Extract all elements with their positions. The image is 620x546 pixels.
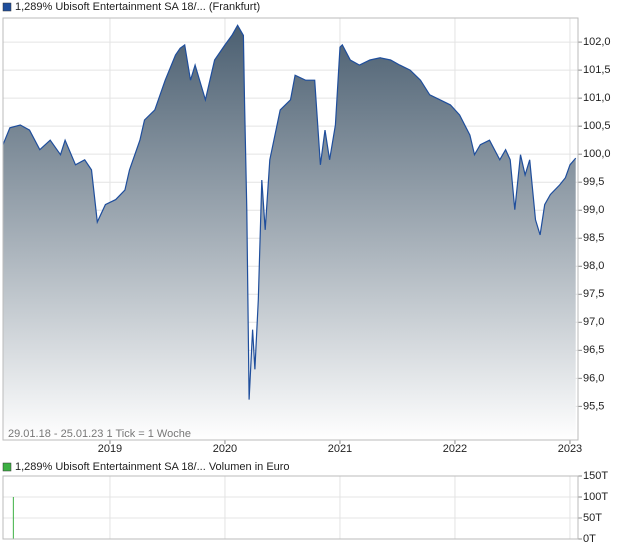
- y-tick-label: 98,0: [583, 260, 604, 272]
- x-tick-label: 2022: [443, 443, 467, 455]
- y-tick-label: 102,0: [583, 36, 611, 48]
- y-tick-label: 99,0: [583, 204, 604, 216]
- x-tick-label: 2020: [213, 443, 237, 455]
- y-tick-label: 95,5: [583, 400, 604, 412]
- legend-marker: [2, 462, 12, 472]
- y-tick-label: 96,5: [583, 344, 604, 356]
- y-tick-label: 0T: [583, 533, 596, 545]
- legend-label: 1,289% Ubisoft Entertainment SA 18/... V…: [15, 461, 290, 473]
- plot-area: [3, 476, 578, 539]
- x-tick-label: 2021: [328, 443, 352, 455]
- annotation: 29.01.18 - 25.01.23 1 Tick = 1 Woche: [8, 428, 191, 440]
- y-tick-label: 101,5: [583, 64, 611, 76]
- plot-border: [2, 475, 579, 540]
- y-tick-label: 99,5: [583, 176, 604, 188]
- y-tick-label: 96,0: [583, 372, 604, 384]
- y-tick-label: 150T: [583, 470, 608, 482]
- y-tick-label: 101,0: [583, 92, 611, 104]
- y-tick-label: 97,5: [583, 288, 604, 300]
- plot-border: [2, 17, 579, 441]
- y-tick-label: 100,5: [583, 120, 611, 132]
- area: [3, 25, 576, 441]
- legend-label: 1,289% Ubisoft Entertainment SA 18/... (…: [15, 1, 260, 13]
- y-tick-label: 100T: [583, 491, 608, 503]
- legend-marker: [2, 2, 12, 12]
- y-tick-label: 98,5: [583, 232, 604, 244]
- x-tick-label: 2023: [558, 443, 582, 455]
- y-tick-label: 100,0: [583, 148, 611, 160]
- x-tick-label: 2019: [98, 443, 122, 455]
- y-tick-label: 97,0: [583, 316, 604, 328]
- line: [2, 24, 577, 400]
- y-tick-label: 50T: [583, 512, 602, 524]
- bar: [12, 497, 14, 539]
